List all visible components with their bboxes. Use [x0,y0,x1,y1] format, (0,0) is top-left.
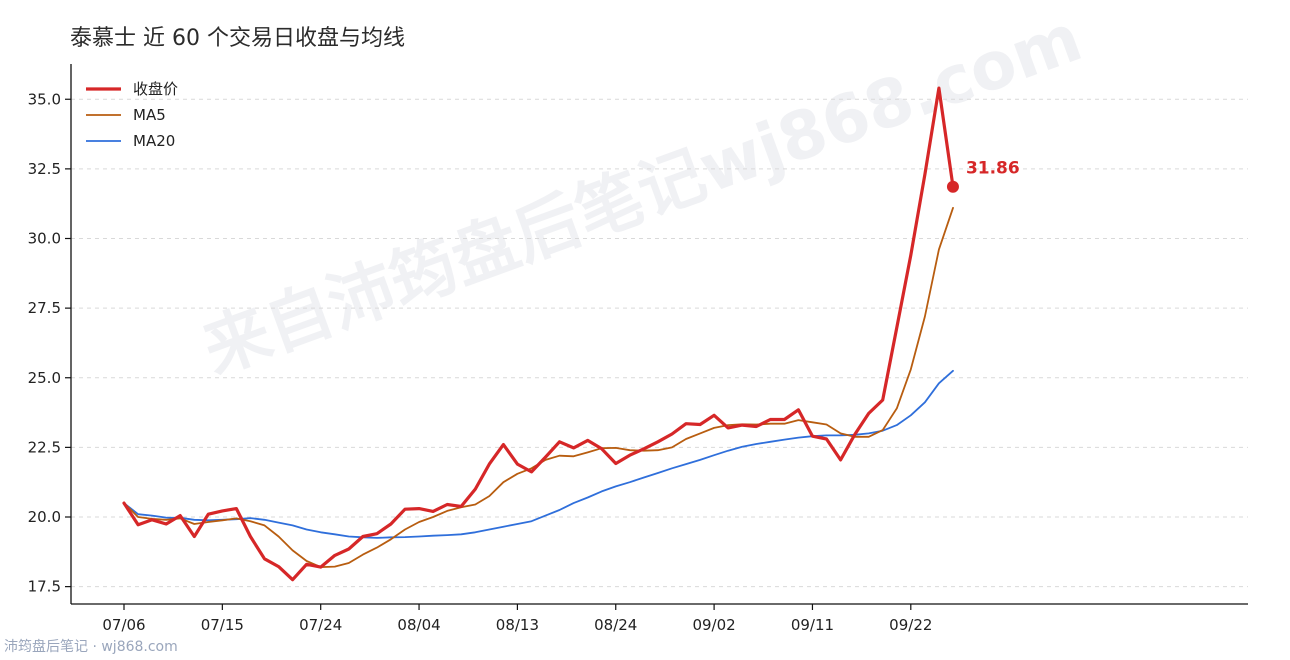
x-tick-label: 08/13 [496,616,539,634]
x-tick-label: 08/24 [594,616,637,634]
series-line-close [122,86,955,582]
legend-label-close: 收盘价 [133,80,178,98]
x-tick-label: 09/22 [889,616,932,634]
x-tick-label: 08/04 [397,616,440,634]
legend: 收盘价 MA5 MA20 [86,80,178,150]
legend-label-ma5: MA5 [133,106,166,124]
series-line-ma20 [123,369,954,539]
x-ticks: 07/06 07/15 07/24 08/04 08/13 08/24 09/02 09/11… [102,604,932,634]
x-tick-label: 09/11 [791,616,834,634]
series-layer [122,86,955,582]
last-close-label: 31.86 [966,159,1020,179]
legend-label-ma20: MA20 [133,132,175,150]
y-tick-label: 20.0 [28,508,61,526]
axes [70,64,1248,605]
y-tick-label: 32.5 [28,160,61,178]
y-tick-label: 25.0 [28,369,61,387]
y-tick-label: 22.5 [28,438,61,456]
y-tick-label: 27.5 [28,299,61,317]
x-tick-label: 07/06 [102,616,145,634]
end-marker-layer: 31.86 [946,159,1020,193]
y-tick-label: 30.0 [28,230,61,248]
y-tick-label: 17.5 [28,578,61,596]
y-tick-label: 35.0 [28,90,61,108]
y-ticks: 17.5 20.0 22.5 25.0 27.5 30.0 32.5 35.0 [28,90,71,596]
footer-credit: 沛筠盘后笔记 · wj868.com [4,639,178,655]
watermark-text: 来自沛筠盘后笔记wj868.com [193,0,1091,389]
x-tick-label: 09/02 [692,616,735,634]
last-close-marker [946,180,959,193]
x-tick-label: 07/24 [299,616,342,634]
chart-title: 泰慕士 近 60 个交易日收盘与均线 [70,26,405,51]
x-tick-label: 07/15 [201,616,244,634]
